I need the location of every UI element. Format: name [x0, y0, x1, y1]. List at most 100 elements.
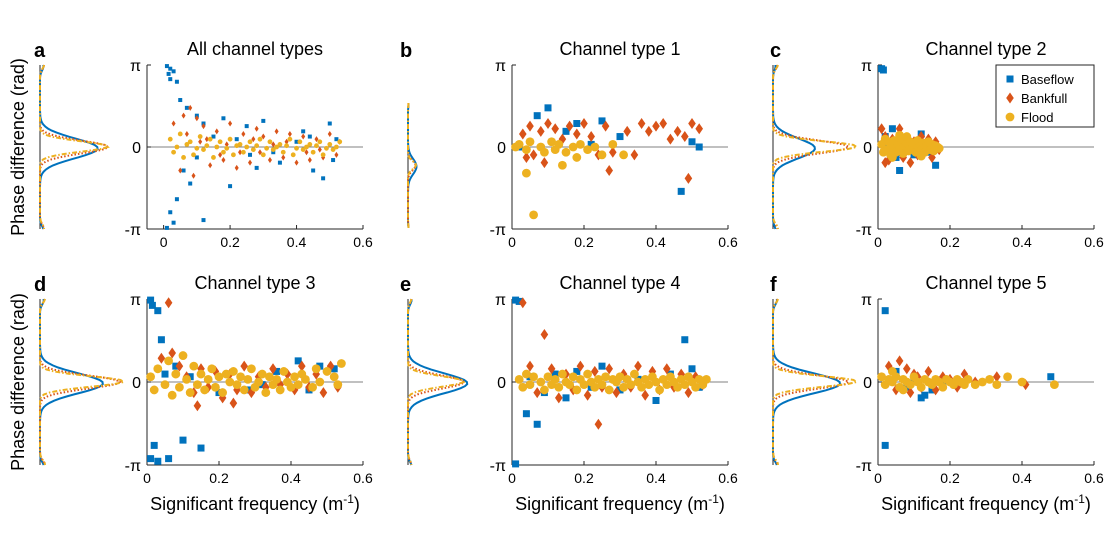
point-bankfull: [247, 387, 256, 399]
point-flood: [898, 385, 908, 395]
point-flood: [286, 382, 296, 392]
point-flood: [514, 374, 524, 384]
point-flood: [1003, 372, 1012, 382]
density-curve-flood: [39, 64, 110, 230]
panel-e: e Channel type 4π0-π0 0.2 0.4 0.6: [400, 273, 738, 486]
point-baseflow: [174, 197, 179, 202]
point-flood: [561, 147, 571, 157]
point-bankfull: [254, 125, 259, 132]
point-baseflow: [221, 116, 226, 121]
point-bankfull: [645, 125, 653, 137]
point-flood: [196, 369, 206, 379]
point-flood: [985, 374, 994, 384]
point-flood: [310, 149, 316, 155]
point-flood: [579, 380, 589, 390]
point-bankfull: [605, 363, 613, 375]
point-bankfull: [688, 118, 696, 130]
point-baseflow: [533, 420, 541, 428]
point-bankfull: [238, 149, 243, 156]
point-flood: [182, 374, 192, 384]
point-baseflow: [271, 150, 276, 155]
point-bankfull: [175, 360, 184, 372]
point-bankfull: [228, 120, 233, 127]
point-flood: [651, 377, 661, 387]
density-curve-flood: [407, 102, 418, 229]
point-flood: [280, 149, 286, 155]
point-flood: [547, 137, 556, 147]
point-flood: [522, 145, 531, 155]
point-flood: [337, 139, 343, 145]
x-tick-label: 0.4: [1012, 234, 1032, 250]
point-baseflow: [512, 460, 520, 468]
x-axis-title: Significant frequency (m-1): [515, 492, 725, 514]
point-bankfull: [274, 128, 279, 135]
density-curve-bankfull: [407, 103, 417, 228]
point-baseflow: [917, 394, 925, 402]
point-flood: [284, 143, 289, 149]
point-baseflow: [533, 112, 541, 120]
point-flood: [314, 143, 319, 149]
point-baseflow: [587, 140, 595, 148]
point-flood: [177, 131, 183, 137]
point-bankfull: [198, 138, 203, 145]
point-flood: [293, 380, 303, 390]
point-flood: [167, 390, 177, 400]
point-bankfull: [201, 123, 206, 130]
point-baseflow: [148, 301, 156, 309]
point-baseflow: [881, 441, 889, 449]
point-bankfull: [666, 133, 675, 145]
point-bankfull: [993, 371, 1001, 383]
x-tick-label: 0.2: [220, 234, 240, 250]
point-flood: [200, 385, 210, 395]
point-bankfull: [906, 157, 915, 169]
y-tick-label: -π: [490, 222, 506, 239]
point-bankfull: [630, 149, 639, 161]
point-bankfull: [178, 167, 183, 174]
point-flood: [279, 367, 289, 376]
point-flood: [257, 369, 267, 379]
point-flood: [247, 364, 256, 374]
point-bankfull: [298, 360, 306, 372]
point-flood: [615, 372, 625, 382]
point-flood: [963, 374, 973, 384]
point-bankfull: [540, 328, 549, 340]
point-bankfull: [204, 136, 209, 143]
point-bankfull: [218, 151, 223, 158]
point-bankfull: [224, 141, 229, 148]
point-baseflow: [294, 357, 302, 365]
point-flood: [247, 139, 253, 145]
x-tick-label: 0.4: [646, 234, 666, 250]
point-bankfull: [240, 360, 248, 372]
x-axis-title-close: ): [1085, 494, 1091, 514]
point-flood: [290, 372, 299, 382]
point-bankfull: [547, 363, 556, 375]
point-flood: [329, 372, 339, 382]
point-flood: [644, 380, 654, 390]
x-tick-label: 0.6: [1084, 234, 1104, 250]
y-tick-label: π: [495, 292, 506, 309]
y-tick-label: -π: [490, 458, 506, 475]
point-flood: [224, 145, 230, 151]
density-curve-flood: [772, 64, 860, 230]
point-baseflow: [301, 129, 306, 134]
point-bankfull: [526, 120, 534, 132]
y-tick-label: -π: [856, 458, 872, 475]
point-baseflow: [168, 66, 173, 71]
point-flood: [243, 374, 253, 384]
point-flood: [619, 150, 628, 160]
point-flood: [308, 382, 317, 392]
legend-marker-diamond: [1006, 92, 1014, 104]
point-flood: [568, 142, 578, 152]
point-baseflow: [166, 71, 171, 76]
point-baseflow: [254, 165, 259, 170]
point-baseflow: [171, 69, 176, 74]
point-flood: [322, 367, 332, 376]
point-bankfull: [609, 146, 617, 158]
x-axis-title-close: ): [354, 494, 360, 514]
point-flood: [565, 380, 574, 390]
point-bankfull: [637, 118, 646, 130]
point-flood: [590, 382, 600, 392]
point-baseflow: [228, 184, 233, 189]
point-flood: [572, 153, 582, 162]
panel-letter: e: [400, 274, 411, 296]
